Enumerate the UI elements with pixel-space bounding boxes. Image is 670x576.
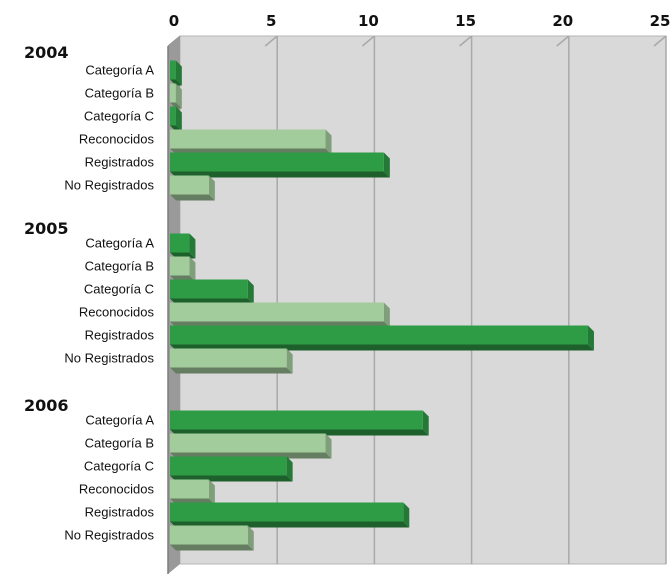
bar-end [403, 502, 410, 528]
bar [170, 106, 176, 126]
bar [170, 302, 384, 322]
category-label: Registrados [85, 505, 155, 520]
category-label: Categoría C [84, 109, 154, 124]
bar [170, 433, 326, 453]
tick-label: 0 [169, 12, 179, 30]
bar-end [286, 456, 293, 482]
category-label: Registrados [85, 328, 155, 343]
category-label: Categoría B [85, 259, 154, 274]
category-label: Categoría C [84, 459, 154, 474]
category-label: Categoría B [85, 86, 154, 101]
bar-bottom [170, 544, 254, 551]
group-label: 2004 [24, 43, 69, 62]
bar-bottom [170, 194, 215, 201]
bar [170, 525, 248, 545]
bar-end [383, 302, 390, 328]
bar-end [189, 256, 196, 282]
gridline-top [264, 35, 278, 47]
category-label: Registrados [85, 155, 155, 170]
bar-end [422, 410, 429, 436]
bar [170, 502, 404, 522]
bar [170, 348, 287, 368]
bar-end [175, 106, 182, 132]
bar [170, 152, 384, 172]
tick-label: 25 [650, 12, 670, 30]
bar [170, 256, 190, 276]
bar-end [175, 60, 182, 86]
bar-bottom [170, 102, 182, 109]
bar [170, 129, 326, 149]
bar-bottom [170, 367, 293, 374]
bar-bottom [170, 171, 390, 178]
category-label: No Registrados [64, 351, 154, 366]
bar [170, 60, 176, 80]
bar-end [189, 233, 196, 259]
bar-end [208, 175, 215, 201]
category-label: Categoría A [85, 63, 154, 78]
bar [170, 325, 588, 345]
tick-label: 15 [455, 12, 476, 30]
bar [170, 175, 209, 195]
category-label: No Registrados [64, 178, 154, 193]
bar-end [247, 279, 254, 305]
bar-end [587, 325, 594, 351]
category-label: Categoría B [85, 436, 154, 451]
gridline-top [653, 35, 667, 47]
bar-end [383, 152, 390, 178]
bar [170, 456, 287, 476]
category-label: Reconocidos [79, 132, 155, 147]
category-label: Categoría A [85, 413, 154, 428]
bar [170, 83, 176, 103]
category-label: Reconocidos [79, 482, 155, 497]
bar [170, 479, 209, 499]
tick-label: 10 [358, 12, 379, 30]
bar-end [325, 129, 332, 155]
bar-end [175, 83, 182, 109]
group-label: 2005 [24, 219, 69, 238]
bar-end [208, 479, 215, 505]
gridline-top [361, 35, 375, 47]
bar [170, 410, 423, 430]
bars [170, 60, 594, 551]
bar [170, 233, 190, 253]
gridline-top [459, 35, 473, 47]
group-label: 2006 [24, 396, 69, 415]
category-labels: 2004 Categoría A Categoría B Categoría C Rec… [24, 43, 155, 543]
tick-label: 5 [266, 12, 276, 30]
x-axis-ticks: 0 5 10 15 20 25 [169, 12, 670, 30]
category-label: No Registrados [64, 528, 154, 543]
category-label: Reconocidos [79, 305, 155, 320]
bar-end [247, 525, 254, 551]
category-label: Categoría C [84, 282, 154, 297]
bar [170, 279, 248, 299]
gridline-top [556, 35, 570, 47]
bar-end [286, 348, 293, 374]
bar-bottom [170, 79, 182, 86]
bar-end [325, 433, 332, 459]
tick-label: 20 [552, 12, 573, 30]
category-label: Categoría A [85, 236, 154, 251]
